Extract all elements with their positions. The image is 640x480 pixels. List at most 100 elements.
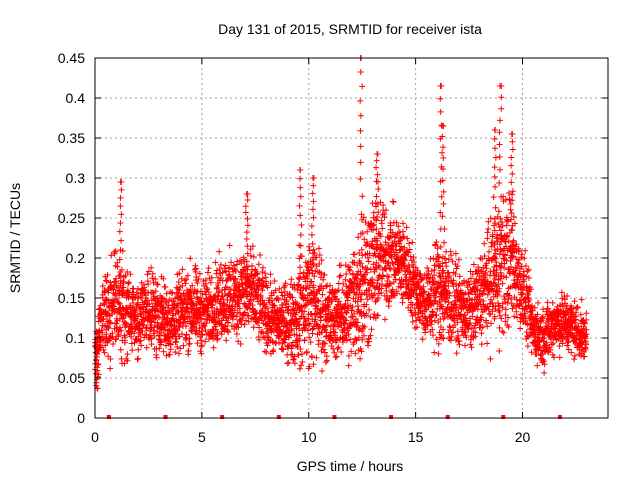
data-point (295, 321, 302, 328)
data-point (189, 282, 196, 289)
data-point (250, 296, 257, 303)
data-point (172, 349, 179, 356)
data-point (112, 290, 119, 297)
data-point (112, 248, 119, 255)
data-point (194, 340, 201, 347)
data-point (245, 312, 252, 319)
data-point (179, 266, 186, 273)
data-point (205, 265, 212, 272)
data-point (313, 354, 320, 361)
y-tick-label: 0.2 (66, 250, 86, 266)
data-point (285, 359, 292, 366)
data-point (272, 287, 279, 294)
data-point (180, 342, 187, 349)
data-point (226, 264, 233, 271)
y-tick-label: 0.45 (58, 50, 85, 66)
data-point (257, 293, 264, 300)
data-point (125, 279, 132, 286)
data-point (148, 341, 155, 348)
data-point (179, 282, 186, 289)
data-point (212, 259, 219, 266)
data-point (175, 279, 182, 286)
data-point (250, 253, 257, 260)
data-point (107, 365, 114, 372)
data-point (183, 323, 190, 330)
data-point (225, 329, 232, 336)
data-point (264, 305, 271, 312)
y-tick-label: 0.3 (66, 170, 86, 186)
data-point (113, 275, 120, 282)
data-point (255, 316, 262, 323)
data-point (267, 280, 274, 287)
data-point (260, 264, 267, 271)
chart-title: Day 131 of 2015, SRMTID for receiver ist… (218, 21, 482, 37)
data-point (303, 285, 310, 292)
data-point (320, 340, 327, 347)
data-point (314, 305, 321, 312)
data-point (214, 284, 221, 291)
data-point (305, 321, 312, 328)
data-point (154, 281, 161, 288)
data-point (131, 339, 138, 346)
data-point (297, 270, 304, 277)
x-tick-label: 0 (91, 429, 99, 445)
data-point (275, 306, 282, 313)
data-point (175, 308, 182, 315)
data-point (211, 333, 218, 340)
data-point (177, 345, 184, 352)
data-point (111, 250, 118, 257)
data-point (306, 247, 313, 254)
data-point (202, 276, 209, 283)
data-point (137, 310, 144, 317)
data-point (97, 317, 104, 324)
y-tick-label: 0.25 (58, 210, 85, 226)
data-point (301, 337, 308, 344)
data-point (245, 263, 252, 270)
data-point (156, 345, 163, 352)
data-point (174, 343, 181, 350)
data-point (254, 270, 261, 277)
data-point (198, 328, 205, 335)
data-point (267, 325, 274, 332)
data-point (245, 318, 252, 325)
data-point (162, 284, 169, 291)
data-point (149, 270, 156, 277)
data-point (225, 315, 232, 322)
data-point (186, 314, 193, 321)
data-point (102, 288, 109, 295)
data-point (332, 329, 339, 336)
data-point (166, 351, 173, 358)
data-point (250, 324, 257, 331)
data-point (316, 251, 323, 258)
data-point (195, 275, 202, 282)
data-point (180, 319, 187, 326)
data-point (145, 281, 152, 288)
data-point (320, 276, 327, 283)
data-point (213, 326, 220, 333)
data-point (268, 325, 275, 332)
data-point (323, 322, 330, 329)
data-point (263, 278, 270, 285)
data-point (180, 291, 187, 298)
data-point (306, 320, 313, 327)
data-point (289, 294, 296, 301)
data-point (214, 336, 221, 343)
data-point (319, 367, 326, 374)
data-point (143, 344, 150, 351)
data-point (211, 314, 218, 321)
data-point (173, 284, 180, 291)
data-point (113, 325, 120, 332)
data-point (302, 303, 309, 310)
data-point (280, 346, 287, 353)
data-points-layer (92, 55, 590, 392)
data-point (315, 245, 322, 252)
grid-layer (95, 58, 608, 418)
data-point (168, 307, 175, 314)
data-point (202, 291, 209, 298)
data-point (313, 254, 320, 261)
data-point (138, 342, 145, 349)
y-tick-label: 0.4 (66, 90, 86, 106)
data-point (259, 275, 266, 282)
data-point (226, 271, 233, 278)
